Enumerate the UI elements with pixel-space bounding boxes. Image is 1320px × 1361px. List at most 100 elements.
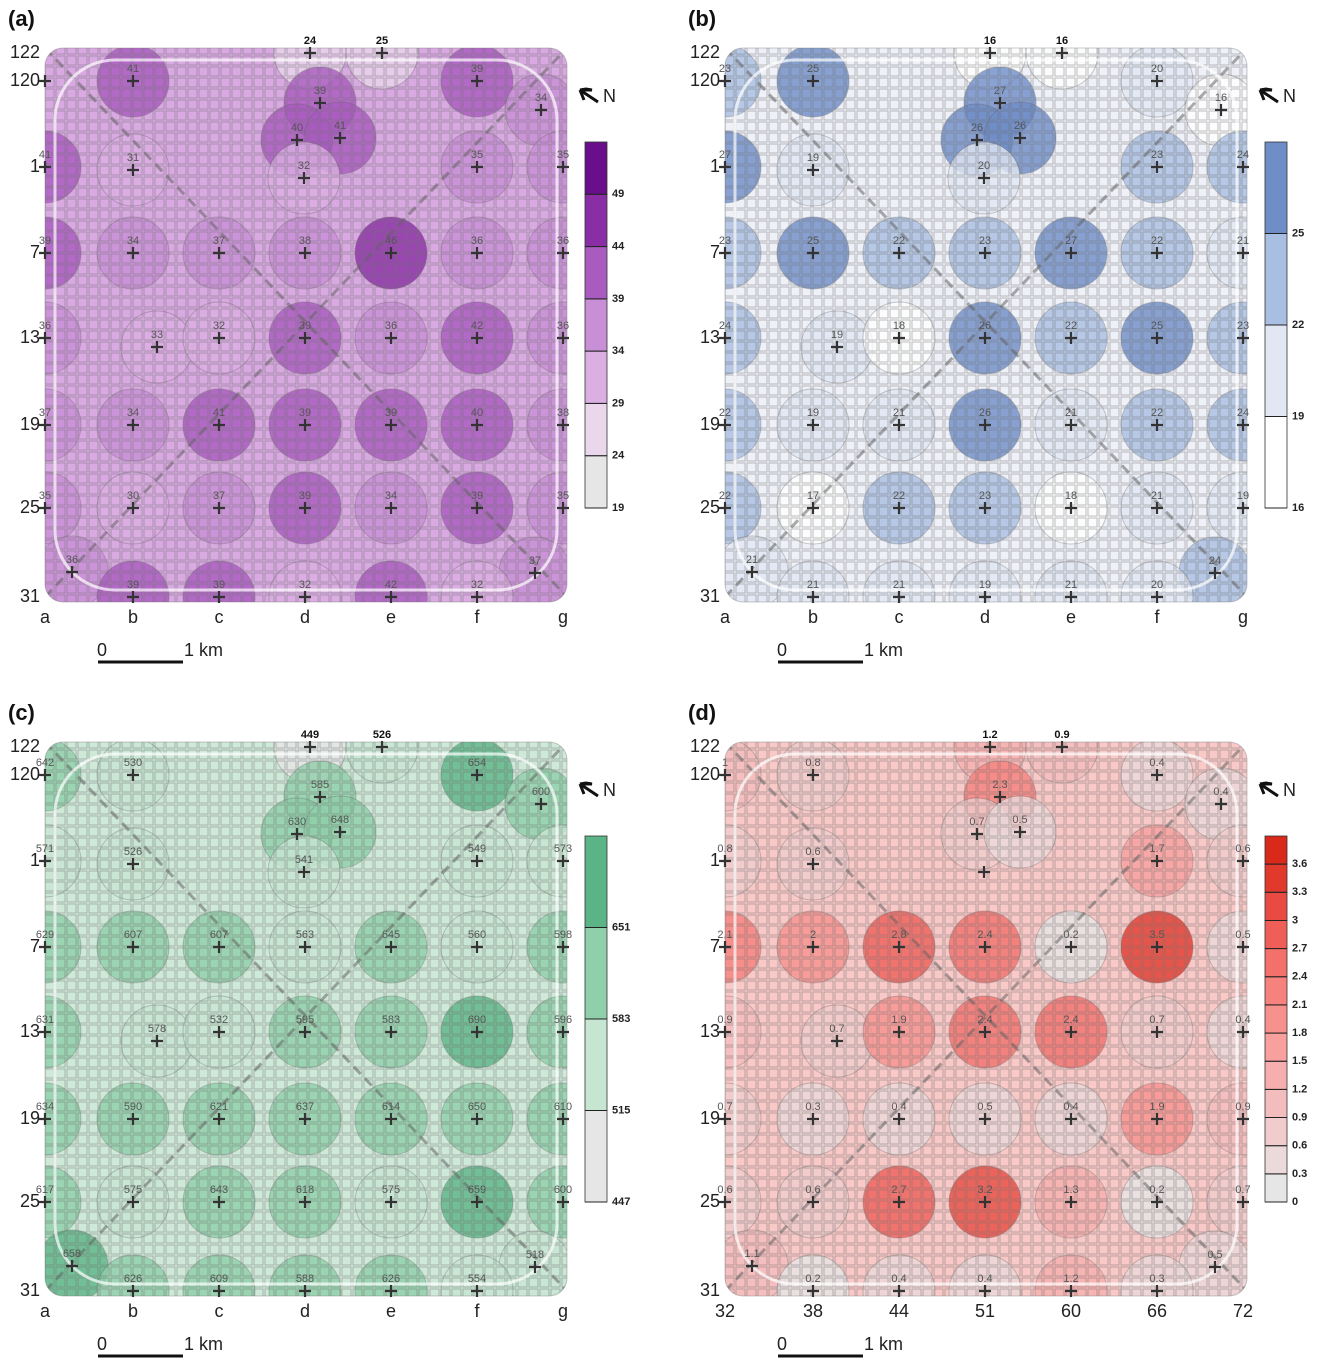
sample-site <box>719 1113 731 1125</box>
north-arrow <box>578 781 599 798</box>
site-value: 41 <box>334 120 346 132</box>
colorbar-label: 2.1 <box>1292 999 1307 1011</box>
sample-site <box>1056 47 1068 59</box>
sample-site <box>719 75 731 87</box>
colorbar-band <box>1264 1060 1288 1090</box>
row-label: 120 <box>10 70 40 90</box>
colorbar-band <box>584 298 608 352</box>
sample-site <box>831 341 843 353</box>
sample-site <box>298 866 310 878</box>
site-value: 3.2 <box>977 1184 992 1196</box>
site-value: 36 <box>471 235 483 247</box>
site-value: 16 <box>1215 92 1227 104</box>
site-value: 596 <box>554 1014 572 1026</box>
site-value: 631 <box>36 1014 54 1026</box>
site-value: 2.8 <box>891 929 906 941</box>
site-value: 575 <box>124 1184 142 1196</box>
north-label: N <box>603 86 616 106</box>
sample-site <box>807 1285 819 1297</box>
sample-site <box>979 419 991 431</box>
sample-site <box>471 855 483 867</box>
site-value: 46 <box>385 235 397 247</box>
colorbar-label: 2.4 <box>1292 971 1308 983</box>
column-label: g <box>1238 607 1248 627</box>
row-label: 1 <box>710 850 720 870</box>
site-value: 0.3 <box>805 1101 820 1113</box>
colorbar-label: 3 <box>1292 914 1298 926</box>
site-value: 0.6 <box>805 1184 820 1196</box>
site-value: 37 <box>529 555 541 567</box>
site-value: 41 <box>213 407 225 419</box>
panel-label: (b) <box>688 6 716 31</box>
site-value: 554 <box>468 1273 486 1285</box>
site-value: 621 <box>210 1101 228 1113</box>
diagonal-avenue <box>45 742 567 1293</box>
site-value: 654 <box>468 757 486 769</box>
row-label: 7 <box>710 936 720 956</box>
scale-start: 0 <box>777 1334 787 1354</box>
colorbar-label: 651 <box>612 921 630 933</box>
sample-site <box>127 1113 139 1125</box>
site-value: 34 <box>127 407 139 419</box>
sample-site <box>39 332 51 344</box>
site-value: 573 <box>554 843 572 855</box>
site-value: 0.6 <box>1235 843 1250 855</box>
site-value: 629 <box>36 929 54 941</box>
sample-site <box>299 1026 311 1038</box>
site-value: 24 <box>719 320 731 332</box>
sample-site <box>385 941 397 953</box>
sample-site <box>557 332 569 344</box>
colorbar-label: 49 <box>612 188 624 200</box>
site-value: 18 <box>1065 490 1077 502</box>
row-label: 31 <box>20 1280 40 1300</box>
sample-site <box>291 828 303 840</box>
sample-site <box>39 941 51 953</box>
site-value: 0.4 <box>1149 757 1164 769</box>
sample-site <box>314 791 326 803</box>
site-value: 642 <box>36 757 54 769</box>
sample-site <box>127 75 139 87</box>
sample-site <box>1151 247 1163 259</box>
sample-site <box>893 1285 905 1297</box>
panel-label: (d) <box>688 700 716 725</box>
site-value: 600 <box>532 786 550 798</box>
site-value: 22 <box>1065 320 1077 332</box>
sample-site <box>1065 1285 1077 1297</box>
scale-end: 1 km <box>864 1334 903 1354</box>
sample-site <box>979 1026 991 1038</box>
sample-site <box>213 1285 225 1297</box>
sample-site <box>807 1113 819 1125</box>
sample-site <box>127 419 139 431</box>
colorbar-label: 515 <box>612 1104 630 1116</box>
site-value: 22 <box>893 490 905 502</box>
sample-site <box>979 1285 991 1297</box>
sample-site <box>304 741 316 753</box>
colorbar-label: 0.9 <box>1292 1111 1307 1123</box>
site-value: 643 <box>210 1184 228 1196</box>
sample-site <box>994 97 1006 109</box>
colorbar-label: 24 <box>612 450 625 462</box>
site-value: 36 <box>39 320 51 332</box>
scale-end: 1 km <box>864 640 903 660</box>
sample-site <box>334 826 346 838</box>
sample-site <box>1151 1285 1163 1297</box>
sample-site <box>213 419 225 431</box>
site-value: 0.4 <box>977 1273 992 1285</box>
site-value: 39 <box>471 63 483 75</box>
colorbar-band <box>584 927 608 1020</box>
site-value: 626 <box>382 1273 400 1285</box>
site-value: 32 <box>213 320 225 332</box>
sample-site <box>557 1113 569 1125</box>
colorbar-label: 16 <box>1292 502 1304 514</box>
column-label: 66 <box>1147 1301 1167 1321</box>
site-value: 37 <box>213 235 225 247</box>
site-value: 658 <box>63 1248 81 1260</box>
site-value: 0.5 <box>977 1101 992 1113</box>
sample-site <box>557 161 569 173</box>
site-value: 0.9 <box>1054 729 1069 741</box>
site-value: 2 <box>810 929 816 941</box>
sample-site <box>893 332 905 344</box>
sample-site <box>385 1026 397 1038</box>
sample-site <box>994 791 1006 803</box>
